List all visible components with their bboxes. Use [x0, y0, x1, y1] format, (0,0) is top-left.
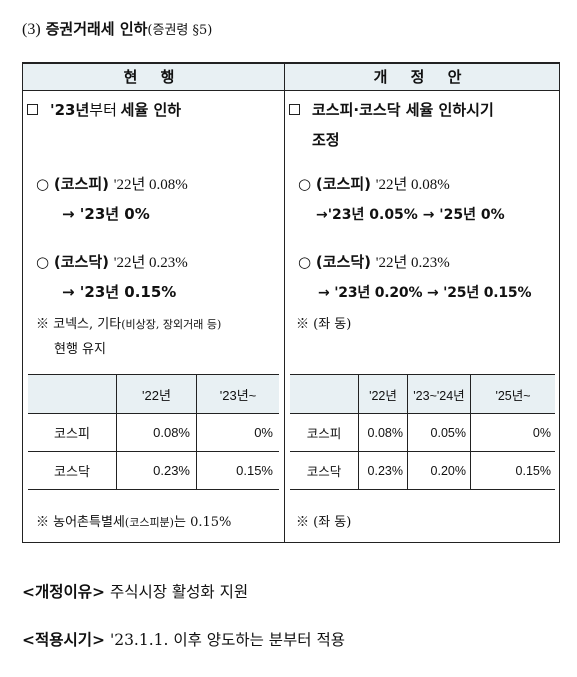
current-note-prefix: ※ 코넥스, 기타	[36, 317, 122, 332]
effective-date-text: '23.1.1. 이후 양도하는 분부터 적용	[105, 631, 345, 649]
table-header-cell: '22년	[358, 374, 408, 414]
table-cell: 0.05%	[407, 413, 471, 452]
revised-kospi-line: ○ (코스피) '22년 0.08%	[298, 173, 450, 194]
revised-heading-line1: 코스피·코스닥 세율 인하시기	[312, 101, 494, 119]
current-footnote-paren: (코스피분)	[124, 516, 174, 529]
current-footnote: ※ 농어촌특별세(코스피분)는 0.15%	[36, 511, 231, 530]
effective-date-label: <적용시기>	[22, 631, 106, 649]
current-kosdaq-line: ○ (코스닥) '22년 0.23%	[36, 251, 188, 272]
current-kospi-next: → '23년 0%	[62, 205, 150, 223]
section-reference: (증권령 §5)	[147, 23, 213, 38]
table-cell: 0.20%	[407, 451, 471, 490]
current-rate-table: '22년 '23년~ 코스피 0.08% 0% 코스닥 0.23% 0.15%	[28, 374, 279, 490]
table-top-rule	[22, 62, 560, 64]
checkbox-square-icon	[289, 104, 300, 115]
current-kospi-rate: '22년 0.08%	[113, 177, 188, 193]
bullet-circle-icon: ○	[298, 253, 312, 271]
table-cell: 0.15%	[196, 451, 279, 490]
header-revised: 개 정 안	[373, 68, 471, 86]
table-cell: 0.23%	[358, 451, 408, 490]
table-header-cell: '22년	[116, 374, 197, 414]
table-header-cell	[28, 374, 117, 414]
header-bg-revised	[285, 64, 559, 90]
revised-kosdaq-line: ○ (코스닥) '22년 0.23%	[298, 251, 450, 272]
table-cell: 코스피	[28, 413, 117, 452]
table-row: 코스피 0.08% 0%	[28, 413, 279, 452]
current-note: ※ 코넥스, 기타(비상장, 장외거래 등)	[36, 313, 221, 332]
revised-kospi-next: →'23년 0.05% → '25년 0%	[316, 207, 505, 223]
header-bg-current	[23, 64, 284, 90]
current-kosdaq-label: (코스닥)	[53, 253, 109, 271]
revised-footnote: ※ (좌 동)	[296, 515, 352, 530]
amendment-reason: <개정이유> 주식시장 활성화 지원	[22, 580, 248, 602]
header-current: 현 행	[123, 68, 184, 86]
revised-kosdaq-rate: '22년 0.23%	[375, 255, 450, 271]
revised-kosdaq-label: (코스닥)	[315, 253, 371, 271]
table-header-cell: '23년~	[196, 374, 279, 414]
current-heading-mid: 부터	[89, 103, 121, 119]
table-cell: 0.23%	[116, 451, 197, 490]
bullet-circle-icon: ○	[36, 253, 50, 271]
amendment-reason-label: <개정이유>	[22, 583, 106, 601]
table-row: 코스피 0.08% 0.05% 0%	[290, 413, 555, 452]
table-cell: 0.15%	[470, 451, 555, 490]
current-heading-rest: 세율 인하	[120, 101, 182, 119]
header-rule	[22, 90, 560, 91]
revised-note: ※ (좌 동)	[296, 317, 352, 332]
current-heading-year: '23년	[50, 101, 90, 119]
table-header-cell: '23~'24년	[407, 374, 471, 414]
checkbox-square-icon	[27, 104, 38, 115]
bullet-circle-icon: ○	[298, 175, 312, 193]
table-cell: 0.08%	[358, 413, 408, 452]
bullet-circle-icon: ○	[36, 175, 50, 193]
section-heading: 증권거래세 인하	[45, 20, 148, 38]
table-cell: 코스닥	[290, 451, 359, 490]
table-cell: 코스피	[290, 413, 359, 452]
revised-kospi-label: (코스피)	[315, 175, 371, 193]
revised-kospi-rate: '22년 0.08%	[375, 177, 450, 193]
table-cell: 0%	[196, 413, 279, 452]
table-header-row: '22년 '23~'24년 '25년~	[290, 374, 555, 414]
table-header-cell	[290, 374, 359, 414]
table-cell: 0%	[470, 413, 555, 452]
current-kosdaq-rate: '22년 0.23%	[113, 255, 188, 271]
table-cell: 코스닥	[28, 451, 117, 490]
current-heading: '23년부터 세율 인하	[50, 99, 181, 120]
section-title: (3) 증권거래세 인하(증권령 §5)	[22, 18, 212, 39]
table-row: 코스닥 0.23% 0.20% 0.15%	[290, 451, 555, 490]
current-footnote-prefix: ※ 농어촌특별세	[36, 515, 125, 530]
revised-heading-line2: 조정	[312, 131, 340, 149]
section-number: (3)	[22, 21, 41, 38]
revised-rate-table: '22년 '23~'24년 '25년~ 코스피 0.08% 0.05% 0% 코…	[290, 374, 555, 490]
revised-kosdaq-next: → '23년 0.20% → '25년 0.15%	[318, 285, 532, 301]
table-header-cell: '25년~	[470, 374, 555, 414]
table-cell: 0.08%	[116, 413, 197, 452]
amendment-reason-text: 주식시장 활성화 지원	[105, 583, 249, 601]
table-row: 코스닥 0.23% 0.15%	[28, 451, 279, 490]
current-footnote-suffix: 는 0.15%	[173, 515, 232, 530]
effective-date: <적용시기> '23.1.1. 이후 양도하는 분부터 적용	[22, 628, 345, 650]
current-kosdaq-next: → '23년 0.15%	[62, 283, 177, 301]
current-note-paren: (비상장, 장외거래 등)	[121, 318, 222, 331]
column-divider	[284, 63, 285, 543]
table-header-row: '22년 '23년~	[28, 374, 279, 414]
current-kospi-label: (코스피)	[53, 175, 109, 193]
current-kospi-line: ○ (코스피) '22년 0.08%	[36, 173, 188, 194]
current-note-line2: 현행 유지	[54, 342, 106, 357]
